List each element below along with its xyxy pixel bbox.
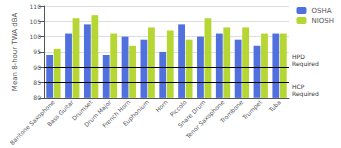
svg-text:HPD: HPD xyxy=(292,53,305,60)
svg-text:90: 90 xyxy=(33,64,41,71)
svg-text:Piccolo: Piccolo xyxy=(168,98,188,118)
svg-text:Horn: Horn xyxy=(154,98,169,113)
svg-text:Trumpet: Trumpet xyxy=(240,98,264,122)
svg-text:85: 85 xyxy=(33,79,41,86)
svg-text:Trombone: Trombone xyxy=(218,98,245,125)
svg-text:Required: Required xyxy=(292,90,319,98)
svg-text:100: 100 xyxy=(30,33,42,40)
svg-text:Tuba: Tuba xyxy=(266,98,282,114)
svg-text:NIOSH: NIOSH xyxy=(311,17,334,25)
svg-text:Euphonium: Euphonium xyxy=(121,98,151,128)
svg-text:Snare Drum: Snare Drum xyxy=(176,98,207,129)
svg-text:Tenor Saxophone: Tenor Saxophone xyxy=(184,98,226,140)
svg-text:HCP: HCP xyxy=(292,83,305,90)
svg-text:80: 80 xyxy=(33,94,41,101)
svg-text:OSHA: OSHA xyxy=(311,7,331,15)
svg-text:Drumset: Drumset xyxy=(70,98,94,122)
svg-text:110: 110 xyxy=(30,3,42,10)
svg-text:French Horn: French Horn xyxy=(100,98,132,129)
svg-text:105: 105 xyxy=(30,18,42,25)
svg-text:Required: Required xyxy=(292,60,319,68)
svg-text:Bass Guitar: Bass Guitar xyxy=(45,98,75,128)
svg-text:Drum Major: Drum Major xyxy=(82,98,113,129)
svg-text:Baritone Saxophone: Baritone Saxophone xyxy=(8,98,56,147)
svg-text:95: 95 xyxy=(33,48,41,55)
svg-text:Mean 8-hour TWA dBA: Mean 8-hour TWA dBA xyxy=(11,13,19,92)
